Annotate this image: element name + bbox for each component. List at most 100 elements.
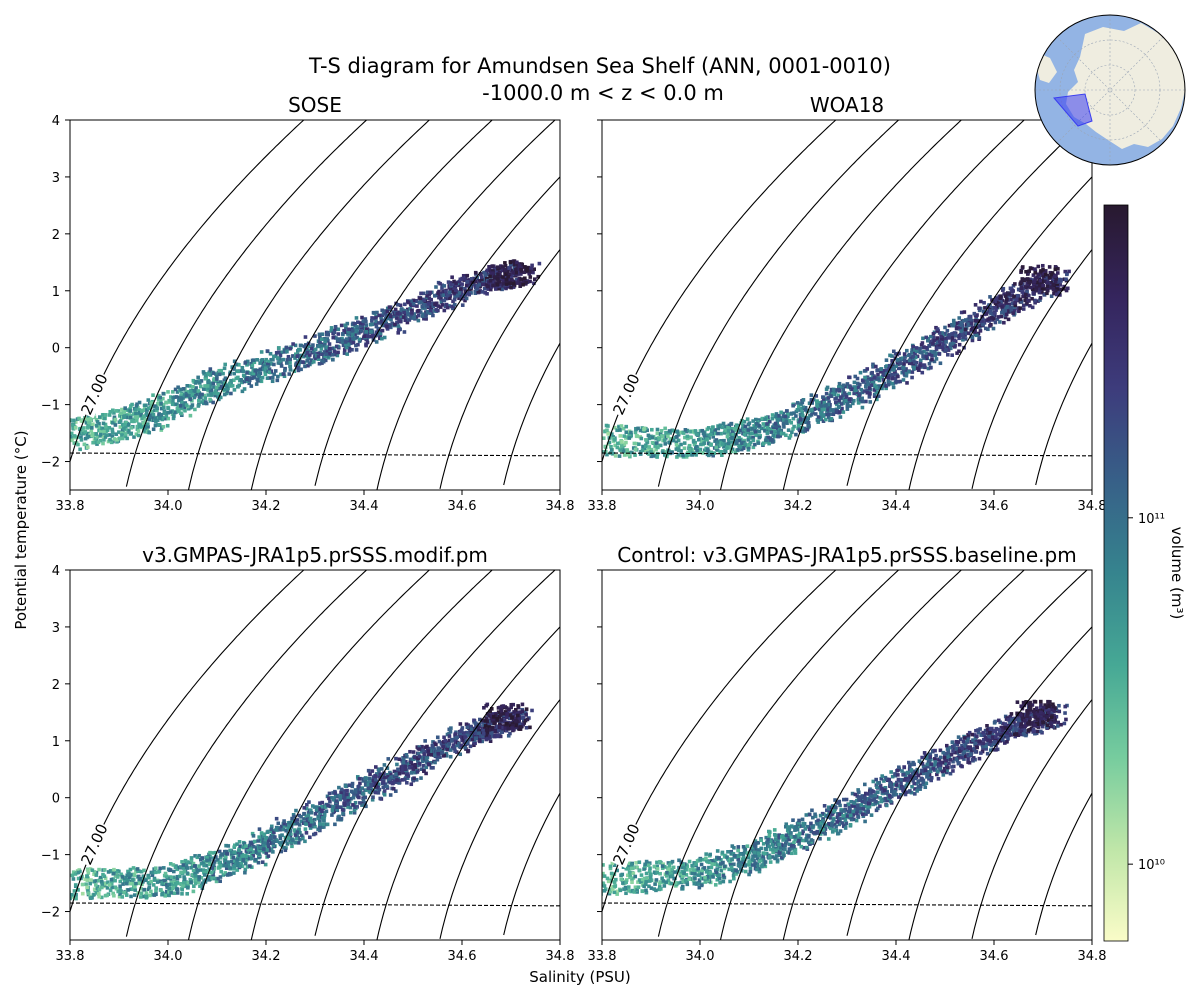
heatmap-cell	[263, 839, 267, 844]
heatmap-cell	[495, 282, 500, 287]
heatmap-cell	[606, 432, 610, 436]
heatmap-cell	[1055, 271, 1060, 275]
heatmap-cell	[112, 437, 117, 441]
density-contours	[602, 120, 1092, 490]
heatmap-cell	[840, 385, 845, 389]
heatmap-cell	[247, 378, 252, 383]
heatmap-cell	[803, 419, 807, 424]
heatmap-cell	[374, 781, 379, 786]
heatmap-cell	[924, 354, 929, 359]
heatmap-cell	[815, 403, 819, 407]
heatmap-cell	[824, 387, 829, 392]
heatmap-cell	[191, 889, 196, 894]
heatmap-cell	[164, 400, 169, 405]
y-tick-label: 0	[52, 342, 60, 357]
heatmap-cell	[208, 855, 213, 859]
heatmap-cell	[457, 291, 462, 295]
heatmap-cell	[264, 845, 269, 849]
heatmap-cell	[894, 364, 898, 369]
heatmap-cell	[982, 300, 986, 305]
heatmap-cell	[454, 281, 458, 285]
heatmap-cell	[217, 860, 222, 865]
heatmap-cell	[621, 449, 626, 453]
heatmap-cell	[347, 327, 351, 332]
heatmap-cell	[405, 320, 410, 325]
heatmap-cell	[98, 429, 103, 434]
heatmap-cell	[382, 789, 387, 793]
heatmap-cell	[792, 411, 796, 415]
heatmap-cell	[787, 436, 792, 440]
heatmap-cell	[831, 412, 836, 417]
heatmap-cell	[197, 877, 201, 882]
heatmap-cell	[931, 332, 936, 336]
heatmap-cell	[275, 378, 280, 383]
heatmap-cell	[996, 315, 1001, 319]
heatmap-cell	[781, 411, 786, 416]
heatmap-cell	[879, 367, 883, 372]
heatmap-cell	[890, 372, 894, 377]
heatmap-cell	[207, 878, 212, 882]
heatmap-cell	[824, 403, 829, 407]
heatmap-cell	[344, 330, 349, 334]
heatmap-cell	[690, 448, 695, 452]
heatmap-cell	[196, 389, 201, 393]
heatmap-cell	[229, 872, 233, 876]
heatmap-cell	[417, 754, 422, 759]
heatmap-cell	[500, 268, 505, 273]
heatmap-cell	[342, 794, 347, 799]
heatmap-cell	[280, 833, 284, 837]
heatmap-cell	[62, 445, 66, 449]
heatmap-cell	[441, 744, 446, 749]
heatmap-cell	[643, 444, 648, 449]
heatmap-cell	[189, 405, 194, 409]
heatmap-cell	[847, 397, 852, 401]
heatmap-cell	[76, 442, 80, 447]
heatmap-cell	[527, 269, 532, 274]
heatmap-cell	[185, 860, 190, 864]
heatmap-cell	[209, 389, 213, 394]
heatmap-cell	[313, 824, 317, 829]
heatmap-cell	[59, 424, 63, 428]
heatmap-cell	[238, 850, 243, 855]
heatmap-cell	[1028, 266, 1033, 270]
heatmap-cell	[422, 298, 427, 303]
heatmap-cell	[137, 881, 141, 886]
heatmap-cell	[622, 453, 627, 457]
heatmap-cell	[389, 317, 393, 322]
heatmap-cell	[654, 436, 658, 441]
heatmap-cell	[773, 421, 778, 426]
heatmap-cell	[248, 847, 253, 852]
heatmap-cell	[897, 359, 901, 363]
heatmap-cell	[320, 352, 324, 357]
heatmap-cell	[179, 870, 184, 875]
heatmap-cell	[739, 447, 744, 452]
heatmap-cell	[426, 749, 431, 753]
heatmap-cell	[1040, 263, 1045, 268]
heatmap-cell	[411, 298, 416, 303]
heatmap-cell	[74, 892, 78, 897]
heatmap-cell	[117, 430, 121, 434]
heatmap-cell	[777, 414, 781, 418]
heatmap-cell	[201, 370, 206, 374]
heatmap-cell	[177, 398, 181, 403]
heatmap-cell	[799, 421, 804, 426]
heatmap-cell	[774, 412, 779, 416]
heatmap-cell	[1025, 290, 1029, 294]
heatmap-cell	[884, 371, 889, 376]
heatmap-cell	[649, 454, 654, 459]
heatmap-cell	[344, 345, 349, 350]
heatmap-cell	[180, 892, 184, 896]
heatmap-cell	[86, 891, 91, 896]
heatmap-cell	[309, 808, 313, 813]
heatmap-cell	[270, 375, 275, 380]
heatmap-cell	[858, 399, 863, 404]
heatmap-cell	[378, 331, 383, 336]
heatmap-cell	[117, 436, 122, 441]
heatmap-cell	[227, 381, 232, 386]
heatmap-cell	[410, 316, 415, 320]
heatmap-cell	[266, 359, 271, 364]
heatmap-cell	[419, 767, 424, 772]
heatmap-cell	[353, 805, 357, 809]
heatmap-cell	[366, 782, 371, 787]
heatmap-cell	[182, 875, 186, 879]
